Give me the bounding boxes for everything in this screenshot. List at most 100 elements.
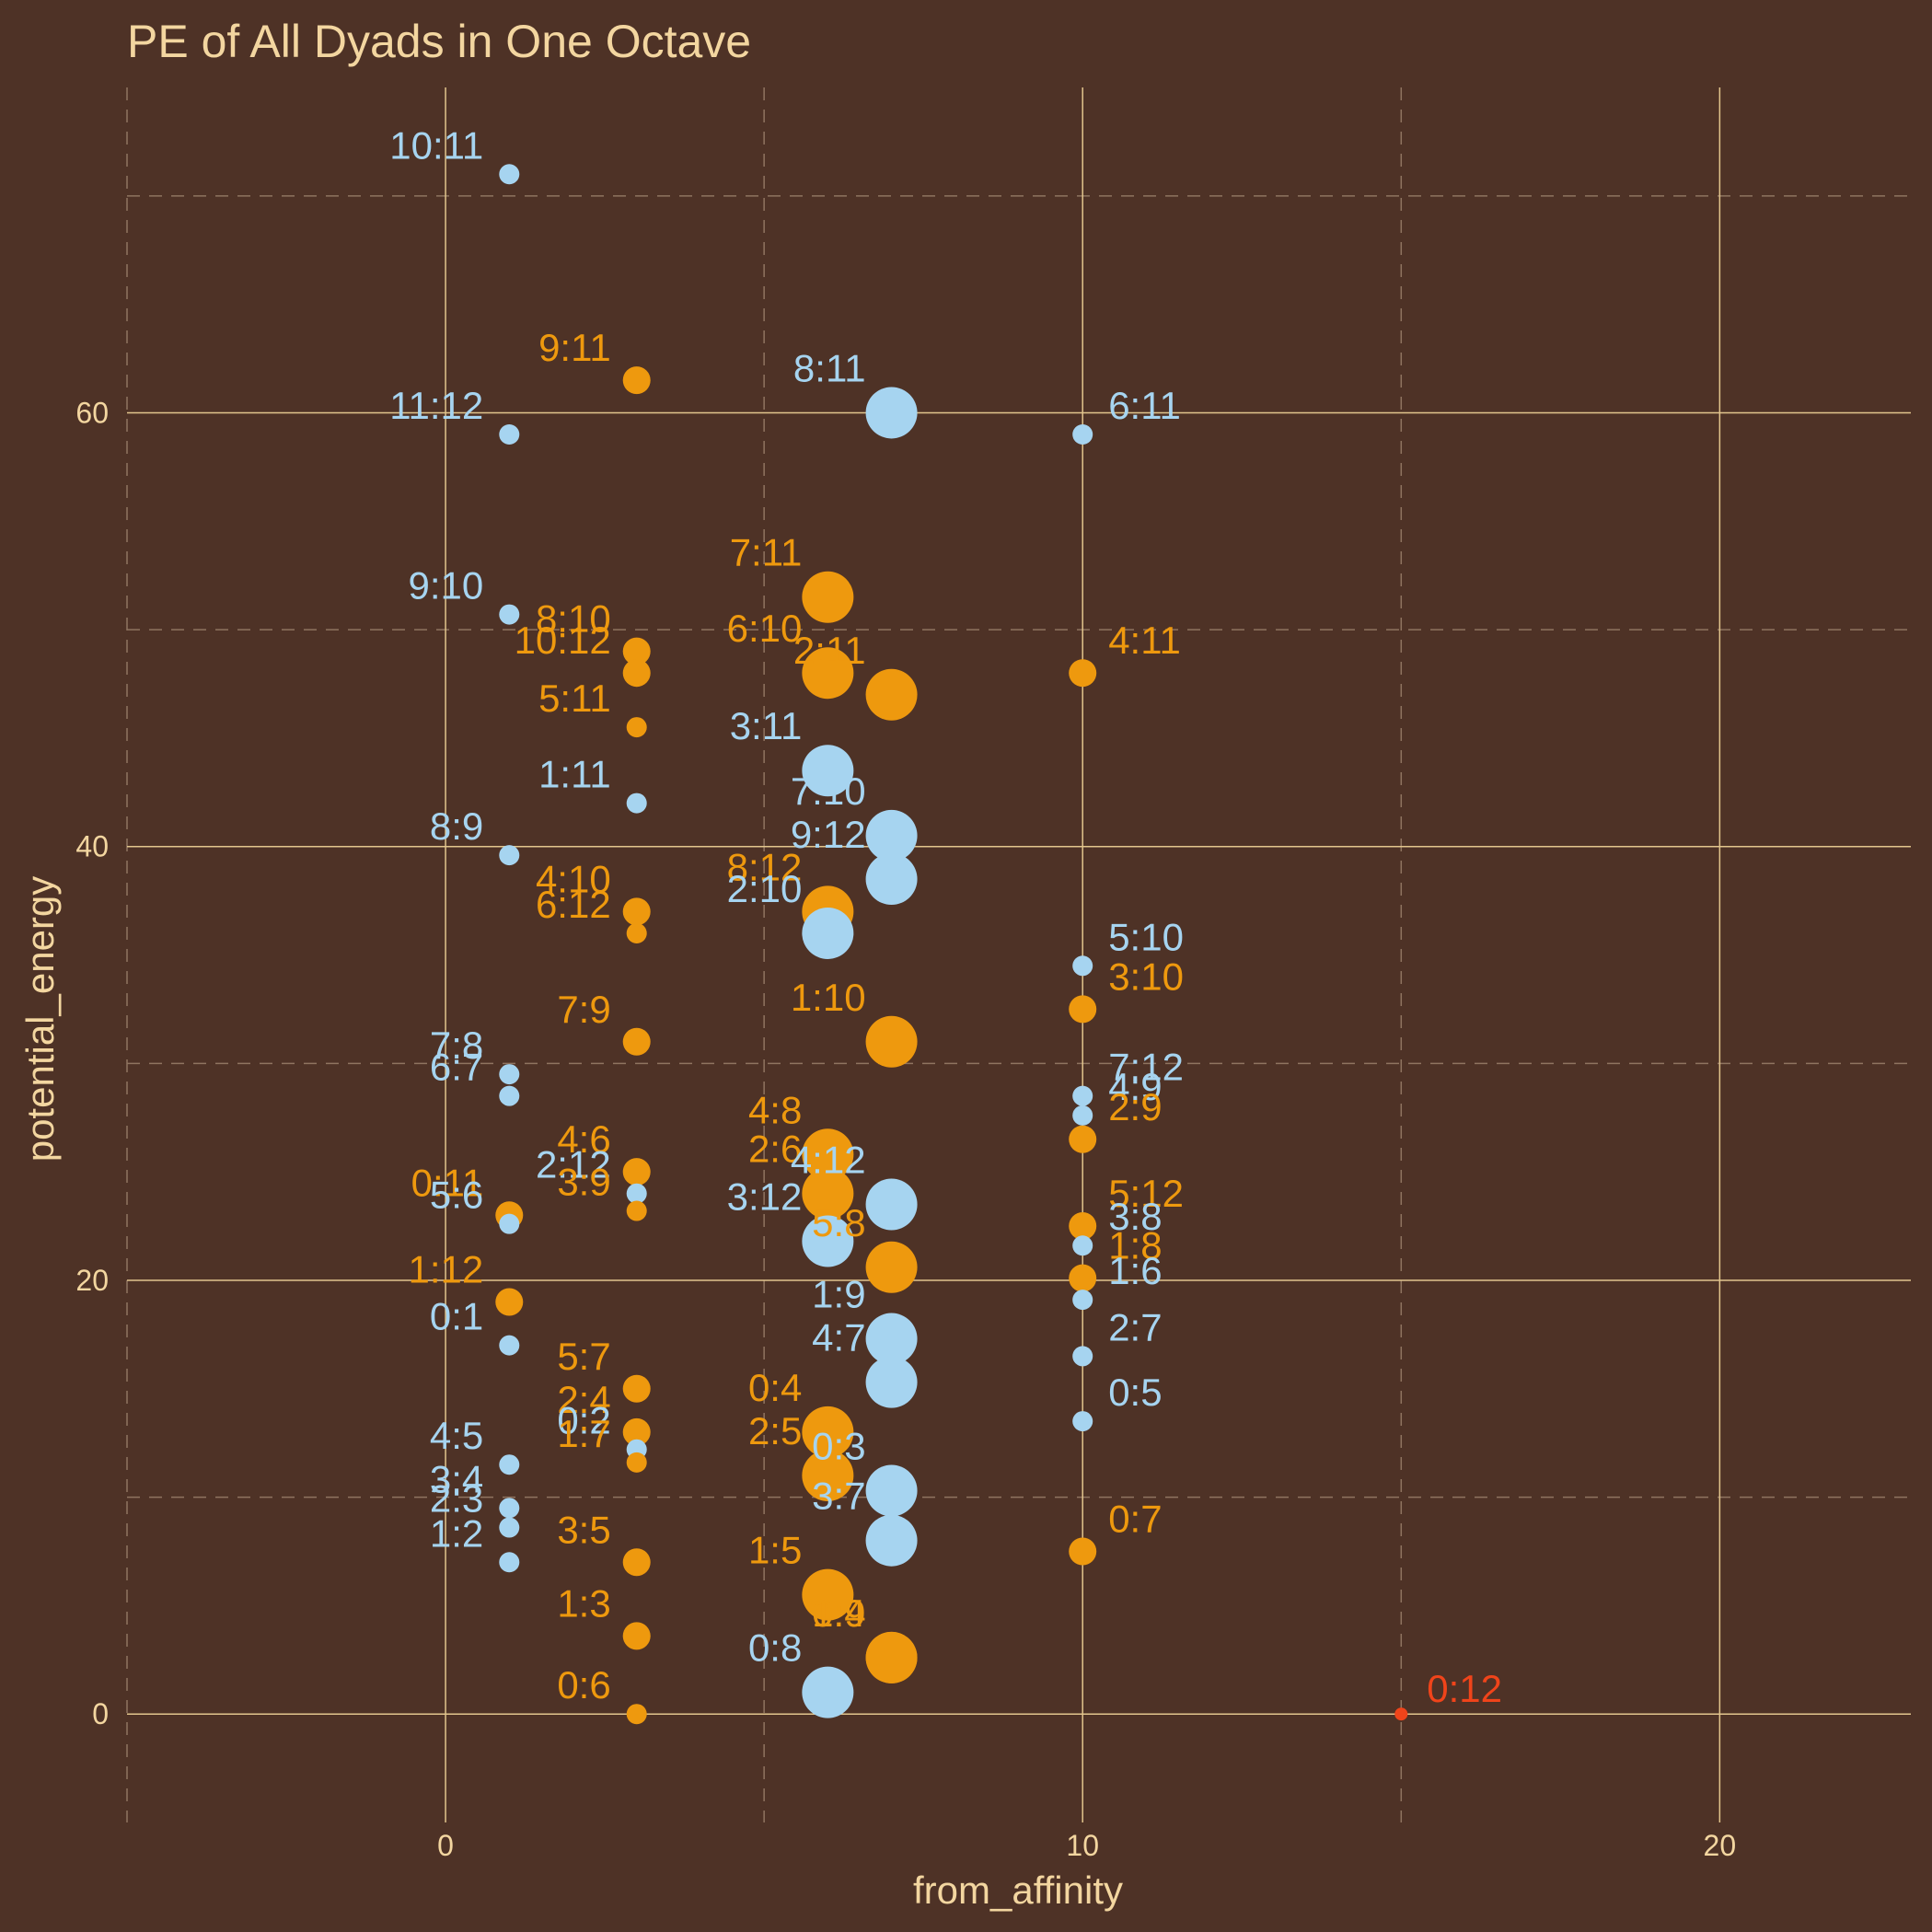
point-label: 6:10 [727, 607, 803, 650]
data-point [622, 897, 651, 926]
point-label: 8:11 [793, 346, 866, 389]
point-label: 4:12 [791, 1138, 866, 1181]
point-label: 8:9 [430, 804, 483, 848]
point-label: 2:11 [793, 629, 866, 672]
point-label: 2:12 [536, 1143, 611, 1186]
data-point [626, 1704, 647, 1725]
data-point [865, 387, 918, 439]
point-label: 1:8 [1108, 1224, 1162, 1267]
point-label: 10:11 [389, 123, 483, 167]
point-label: 9:10 [409, 564, 484, 607]
data-point [865, 1178, 918, 1231]
data-point [499, 424, 520, 445]
data-point [1072, 1346, 1093, 1367]
major-gridlines [127, 87, 1911, 1822]
point-label: 3:5 [557, 1508, 610, 1551]
point-label: 2:7 [1108, 1305, 1162, 1348]
data-point [626, 792, 647, 814]
point-label: 3:7 [812, 1475, 865, 1518]
y-tick-label: 60 [75, 396, 109, 429]
data-point [1072, 1290, 1093, 1311]
data-point [626, 922, 647, 943]
data-point [865, 1015, 918, 1068]
data-point [802, 1215, 854, 1267]
point-label: 11:12 [389, 384, 483, 427]
data-point [802, 1568, 854, 1621]
point-label: 7:9 [557, 988, 610, 1031]
point-label: 7:8 [430, 1024, 483, 1067]
point-label: 5:8 [812, 1201, 865, 1244]
data-point [802, 1450, 854, 1501]
data-point [802, 571, 854, 623]
data-point [499, 1498, 520, 1519]
data-point [622, 1417, 651, 1446]
tick-labels: 0 10 20 0 20 40 60 [75, 396, 1736, 1862]
point-label: 0:6 [557, 1663, 610, 1706]
point-label: 10:12 [515, 619, 611, 662]
point-label: 0:5 [1108, 1371, 1162, 1414]
data-point [499, 1213, 520, 1234]
data-point [802, 1406, 854, 1458]
point-label: 3:8 [1108, 1195, 1162, 1238]
x-axis-title: from_affinity [913, 1868, 1123, 1912]
data-point [495, 1288, 524, 1316]
data-point [499, 604, 520, 625]
data-point [1072, 1411, 1093, 1432]
point-label: 5:12 [1108, 1172, 1184, 1215]
data-point [622, 1027, 651, 1056]
y-tick-label: 40 [75, 830, 109, 863]
data-point [802, 745, 854, 797]
point-label: 7:11 [730, 531, 803, 574]
data-point [865, 853, 918, 906]
data-point [865, 1464, 918, 1517]
point-label: 8:10 [536, 597, 611, 641]
point-label: 1:2 [430, 1511, 483, 1555]
data-point [626, 1183, 647, 1204]
data-point [1072, 1105, 1093, 1126]
point-label: 0:3 [812, 1424, 865, 1467]
data-point [1069, 659, 1097, 688]
data-point [622, 1374, 651, 1403]
point-label: 9:12 [791, 813, 866, 856]
point-label: 3:11 [730, 704, 803, 747]
data-point [1069, 1264, 1097, 1292]
data-point [499, 1085, 520, 1106]
data-point [1069, 1212, 1097, 1241]
point-label: 1:11 [538, 753, 611, 796]
point-label: 0:4 [748, 1366, 802, 1409]
point-label: 1:3 [557, 1581, 610, 1625]
y-tick-label: 0 [92, 1697, 109, 1730]
data-point [622, 659, 651, 688]
point-label: 7:10 [791, 769, 866, 813]
point-label: 5:10 [1108, 915, 1184, 958]
point-label: 3:4 [430, 1457, 483, 1500]
point-label: 0:11 [411, 1161, 484, 1204]
data-point [499, 1064, 520, 1085]
data-point [802, 1666, 854, 1718]
point-label: 6:12 [536, 883, 611, 926]
point-label: 4:7 [812, 1316, 865, 1359]
data-point [499, 845, 520, 866]
data-point [865, 809, 918, 862]
data-points [495, 164, 1408, 1725]
data-point [1394, 1707, 1408, 1721]
point-label: 0:9 [812, 1591, 865, 1635]
data-point [1072, 955, 1093, 977]
data-point [1069, 1537, 1097, 1566]
x-tick-label: 20 [1704, 1829, 1737, 1862]
data-point [1072, 424, 1093, 445]
point-label: 2:10 [727, 867, 803, 910]
minor-gridlines [126, 87, 1911, 1822]
point-labels: 10:11 11:12 9:10 8:9 7:86:7 0:115:6 1:120:1 4:5… [389, 123, 1502, 1710]
data-point [1069, 995, 1097, 1024]
data-point [622, 1548, 651, 1577]
data-point [626, 717, 647, 738]
point-label: 2:3 [430, 1477, 483, 1521]
data-point [499, 1335, 520, 1356]
data-point [499, 164, 520, 185]
x-tick-label: 10 [1066, 1829, 1099, 1862]
point-label: 1:9 [812, 1273, 865, 1316]
point-label: 4:11 [1108, 619, 1181, 662]
point-label: 8:12 [727, 845, 803, 888]
